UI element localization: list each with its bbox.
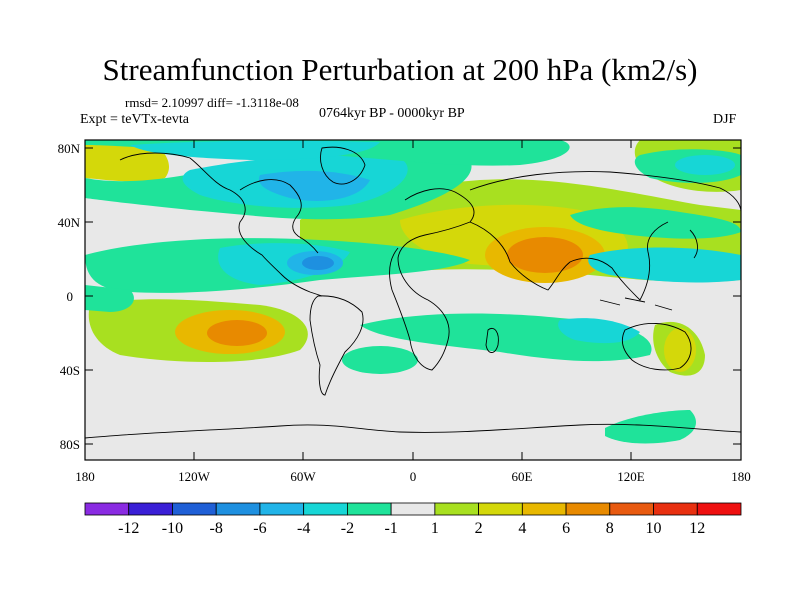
- colorbar-label: 8: [606, 520, 614, 537]
- lon-tick-label: 0: [410, 469, 417, 484]
- field-max-south-pacific-core: [207, 320, 267, 346]
- lat-tick-label: 40S: [60, 363, 80, 378]
- tick-marks: [84, 140, 742, 460]
- colorbar-swatch: [434, 502, 480, 516]
- colorbar-swatch: [259, 502, 305, 516]
- lon-tick-label: 120E: [617, 469, 645, 484]
- lat-tick-label: 80N: [58, 141, 81, 156]
- coastlines: [85, 146, 741, 439]
- colorbar-label: -4: [297, 520, 310, 537]
- experiment-label: Expt = teVTx-tevta: [80, 112, 189, 127]
- colorbar-swatch: [303, 502, 348, 516]
- chart-title: Streamfunction Perturbation at 200 hPa (…: [102, 52, 698, 87]
- lon-tick-label: 180: [731, 469, 751, 484]
- field-min-caribbean-core2: [302, 256, 334, 270]
- colorbar-swatch: [478, 502, 523, 516]
- colorbar-label: 6: [562, 520, 570, 537]
- field-max-south-asia-core: [507, 237, 583, 273]
- colorbar-swatch: [172, 502, 217, 516]
- field-min-atlantic: [258, 170, 370, 201]
- field-min-pacific-east: [588, 247, 741, 283]
- field-min-northeast-pacific: [570, 207, 741, 239]
- colorbar-label: -1: [384, 520, 397, 537]
- stats-line: rmsd= 2.10997 diff= -1.3118e-08: [125, 95, 299, 110]
- colorbar-swatch: [215, 502, 261, 516]
- field-min-greenland: [130, 140, 380, 160]
- colorbar-label: 1: [431, 520, 439, 537]
- colorbar-swatch: [565, 502, 611, 516]
- field-max-australia: [664, 328, 696, 372]
- colorbar-label: 10: [646, 520, 662, 537]
- colorbar-label: 12: [689, 520, 705, 537]
- colorbar-label: -2: [341, 520, 354, 537]
- lat-tick-label: 40N: [58, 215, 81, 230]
- colorbar-swatch: [390, 502, 436, 516]
- colorbar-swatch: [696, 502, 742, 516]
- colorbar-label: 2: [475, 520, 483, 537]
- lon-tick-label: 60W: [290, 469, 316, 484]
- colorbar-label: -10: [162, 520, 183, 537]
- field-min-south-atlantic: [342, 346, 418, 374]
- lon-tick-label: 60E: [512, 469, 533, 484]
- colorbar-swatch: [521, 502, 567, 516]
- colorbar-swatch: [84, 502, 130, 516]
- colorbar-swatch: [609, 502, 654, 516]
- field-min-arctic-right: [675, 155, 735, 175]
- colorbar-label: -6: [253, 520, 266, 537]
- colorbar-label: -8: [210, 520, 223, 537]
- field-min-indian-ocean-inner: [558, 318, 640, 344]
- season-label: DJF: [713, 112, 737, 127]
- lon-tick-label: 120W: [178, 469, 211, 484]
- period-label: 0764kyr BP - 0000kyr BP: [319, 106, 465, 121]
- field-min-antarctic: [605, 410, 696, 444]
- colorbar-label: -12: [118, 520, 139, 537]
- lat-tick-label: 80S: [60, 437, 80, 452]
- lat-tick-label: 0: [67, 289, 74, 304]
- lon-tick-label: 180: [75, 469, 95, 484]
- colorbar-swatch: [128, 502, 173, 516]
- field-min-west-pacific: [85, 285, 134, 312]
- colorbar-swatch: [653, 502, 698, 516]
- colorbar: -12 -10 -8 -6 -4 -2 -1 1 2 4 6 8 10 12: [84, 502, 742, 537]
- colorbar-swatch: [346, 502, 392, 516]
- colorbar-label: 4: [518, 520, 526, 537]
